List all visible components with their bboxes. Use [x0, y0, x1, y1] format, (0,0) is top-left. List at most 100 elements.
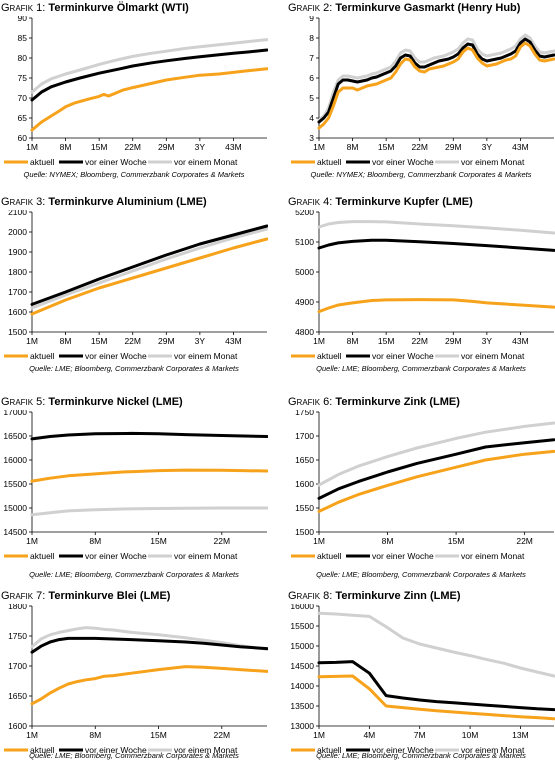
y-tick-label: 2100	[8, 210, 27, 217]
y-tick-label: 90	[18, 16, 28, 23]
y-tick-label: 14500	[290, 661, 314, 671]
legend-label: vor einem Monat	[174, 551, 238, 561]
series-line-aktuell	[317, 674, 555, 721]
y-tick-label: 85	[18, 33, 28, 43]
y-tick-label: 5	[309, 93, 314, 103]
series-line-aktuell	[30, 665, 268, 706]
chart-title: Grafik 3: Terminkurve Aluminium (LME)	[1, 196, 207, 208]
chart-title: Grafik 4: Terminkurve Kupfer (LME)	[288, 196, 473, 208]
series-line-vor-einem-monat	[30, 506, 268, 517]
y-tick-label: 9	[309, 16, 314, 23]
x-tick-label: 1M	[313, 336, 325, 346]
y-tick-label: 65	[18, 113, 28, 123]
legend-label: vor einem Monat	[461, 745, 525, 755]
y-tick-label: 4800	[295, 327, 314, 337]
x-tick-label: 15M	[448, 536, 465, 546]
chart-number: Grafik 1:	[1, 2, 46, 14]
y-tick-label: 5200	[295, 210, 314, 217]
x-tick-label: 15M	[378, 142, 395, 152]
x-tick-label: 4M	[363, 730, 375, 740]
chart-title-text: Terminkurve Aluminium (LME)	[48, 196, 207, 208]
x-tick-label: 43M	[225, 142, 242, 152]
legend-label: aktuell	[317, 351, 342, 361]
x-tick-label: 15M	[91, 336, 108, 346]
x-tick-label: 15M	[378, 336, 395, 346]
chart-number: Grafik 5:	[1, 396, 46, 408]
chart-title: Grafik 6: Terminkurve Zink (LME)	[288, 396, 460, 408]
y-tick-label: 60	[18, 133, 28, 143]
x-tick-label: 8M	[60, 336, 72, 346]
chart-panel-zinc: Grafik 6: Terminkurve Zink (LME) 1500 155…	[287, 396, 555, 586]
legend-label: aktuell	[30, 351, 55, 361]
x-tick-label: 3Y	[195, 336, 206, 346]
chart-source: Quelle: LME; Bloomberg, Commerzbank Corp…	[29, 570, 239, 579]
x-tick-label: 1M	[313, 730, 325, 740]
series-line-vor-einem-monat	[317, 421, 555, 487]
legend-label: vor einer Woche	[85, 551, 147, 561]
chart-panel-gas: Grafik 2: Terminkurve Gasmarkt (Henry Hu…	[287, 2, 555, 192]
chart-panel-tin: Grafik 8: Terminkurve Zinn (LME) 13000 13…	[287, 590, 555, 780]
x-tick-label: 15M	[150, 536, 167, 546]
series-line-vor-einem-monat	[317, 220, 555, 235]
legend-label: aktuell	[317, 157, 342, 167]
legend-label: vor einem Monat	[461, 351, 525, 361]
line-chart: 1600 1650 1700 1750 1800 1M 8M 15M 22M aktuell vor…	[4, 604, 268, 755]
chart-title: Grafik 2: Terminkurve Gasmarkt (Henry Hu…	[288, 2, 520, 14]
x-tick-label: 8M	[60, 142, 72, 152]
y-tick-label: 1750	[295, 410, 314, 417]
series-line-vor-einem-monat	[317, 33, 555, 122]
chart-title-text: Terminkurve Ölmarkt (WTI)	[48, 2, 189, 14]
y-tick-label: 1600	[295, 479, 314, 489]
legend-label: aktuell	[30, 551, 55, 561]
y-tick-label: 4900	[295, 297, 314, 307]
series-line-aktuell	[317, 449, 555, 513]
y-tick-label: 2000	[8, 227, 27, 237]
legend-label: vor einem Monat	[461, 157, 525, 167]
y-tick-label: 16500	[3, 431, 27, 441]
y-tick-label: 8	[309, 33, 314, 43]
chart-number: Grafik 6:	[288, 396, 333, 408]
x-tick-label: 29M	[158, 142, 175, 152]
series-line-vor-einer-woche	[30, 224, 268, 306]
legend-label: aktuell	[317, 551, 342, 561]
y-tick-label: 13500	[290, 701, 314, 711]
chart-panel-copper: Grafik 4: Terminkurve Kupfer (LME) 4800 4…	[287, 196, 555, 386]
x-tick-label: 8M	[382, 536, 394, 546]
x-tick-label: 43M	[225, 336, 242, 346]
y-tick-label: 13000	[290, 721, 314, 731]
x-tick-label: 13M	[512, 730, 529, 740]
series-line-vor-einem-monat	[30, 227, 268, 310]
x-tick-label: 43M	[512, 336, 529, 346]
y-tick-label: 1600	[8, 307, 27, 317]
line-chart: 4800 4900 5000 5100 5200 1M 8M 15M 22M 29M 3Y 43M ak…	[291, 210, 555, 361]
x-tick-label: 3Y	[195, 142, 206, 152]
line-chart: 13000 13500 14000 14500 15000 15500 16000 1M 4M 7…	[290, 604, 555, 755]
line-chart: 60 65 70 75 80 85 90 1M 8M 15M 22M 29M 3Y 43M aktuell v…	[4, 16, 268, 167]
y-tick-label: 1700	[8, 661, 27, 671]
x-tick-label: 1M	[26, 142, 38, 152]
x-tick-label: 22M	[124, 336, 141, 346]
x-tick-label: 29M	[158, 336, 175, 346]
y-tick-label: 15500	[3, 479, 27, 489]
x-tick-label: 7M	[414, 730, 426, 740]
chart-number: Grafik 8:	[288, 590, 333, 602]
y-tick-label: 3	[309, 133, 314, 143]
chart-title: Grafik 8: Terminkurve Zinn (LME)	[288, 590, 461, 602]
chart-title: Grafik 5: Terminkurve Nickel (LME)	[1, 396, 183, 408]
chart-panel-aluminium: Grafik 3: Terminkurve Aluminium (LME) 15…	[0, 196, 268, 386]
chart-page: Grafik 1: Terminkurve Ölmarkt (WTI) 60 65…	[0, 2, 555, 760]
x-tick-label: 22M	[124, 142, 141, 152]
series-line-aktuell	[30, 468, 268, 483]
chart-panel-oil: Grafik 1: Terminkurve Ölmarkt (WTI) 60 65…	[0, 2, 268, 192]
chart-source: Quelle: NYMEX; Bloomberg, Commerzbank Co…	[310, 170, 532, 179]
series-line-vor-einer-woche	[317, 37, 555, 124]
series-line-aktuell	[317, 298, 555, 314]
line-chart: 3 4 5 6 7 8 9 1M 8M 15M 22M 29M 3Y 43M aktuell vor eine…	[291, 16, 555, 167]
y-tick-label: 80	[18, 53, 28, 63]
x-tick-label: 22M	[516, 536, 533, 546]
x-tick-label: 1M	[26, 730, 38, 740]
x-tick-label: 22M	[214, 730, 231, 740]
y-tick-label: 1600	[8, 721, 27, 731]
chart-source: Quelle: LME; Bloomberg, Commerzbank Corp…	[316, 364, 526, 373]
y-tick-label: 1500	[295, 527, 314, 537]
